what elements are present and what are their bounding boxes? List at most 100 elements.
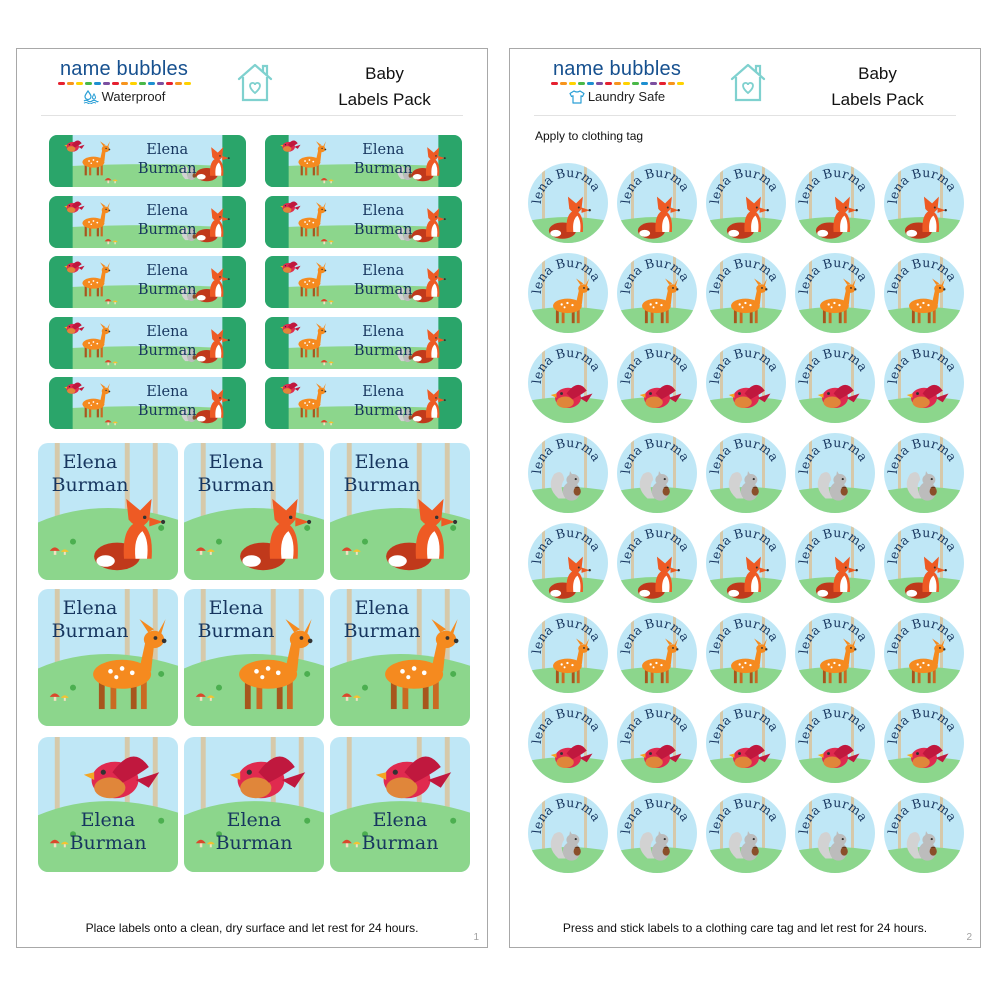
bird-art [184, 737, 324, 872]
rectangle-name-label: Elena Burman [49, 256, 246, 308]
fawn-art: Elena Burman [706, 253, 786, 333]
bird-art: Elena Burman [617, 703, 697, 783]
shirt-icon [569, 89, 585, 104]
label-name: Elena Burman [124, 323, 211, 361]
squirrel-art: Elena Burman [795, 433, 875, 513]
rectangle-name-label: Elena Burman [265, 377, 462, 429]
brand-subtitle: Laundry Safe [542, 89, 692, 104]
subtitle-text: Laundry Safe [587, 89, 666, 104]
round-name-label-squirrel: Elena Burman [706, 793, 786, 873]
brand-dot [658, 82, 666, 85]
brand-dot [93, 82, 101, 85]
clothing-tag-instruction: Apply to clothing tag [535, 129, 644, 143]
label-name: Elena Burman [340, 141, 427, 179]
label-last-name: Burman [51, 620, 129, 642]
round-name-label-fawn: Elena Burman [706, 253, 786, 333]
label-first-name: Elena [362, 323, 405, 340]
label-first-name: Elena [226, 809, 282, 831]
label-name: Elena Burman [44, 451, 136, 497]
sheet-waterproof: name bubbles Waterproof Baby Labels Pack [16, 48, 488, 948]
label-first-name: Elena [354, 597, 410, 619]
label-name: Elena Burman [124, 141, 211, 179]
round-name-label-bird: Elena Burman [884, 343, 964, 423]
round-name-label-fox: Elena Burman [528, 523, 608, 603]
fawn-art [184, 589, 324, 726]
brand-dot [183, 82, 191, 85]
page-number: 2 [966, 932, 972, 943]
label-last-name: Burman [137, 221, 197, 238]
squirrel-art: Elena Burman [617, 433, 697, 513]
brand-dot [604, 82, 612, 85]
round-name-label-fawn: Elena Burman [884, 253, 964, 333]
label-name: Elena Burman [124, 262, 211, 300]
round-name-label-squirrel: Elena Burman [528, 793, 608, 873]
fawn-art: Elena Burman [884, 613, 964, 693]
label-last-name: Burman [197, 474, 275, 496]
rectangle-name-label: Elena Burman [49, 195, 246, 248]
woodland-art [265, 316, 462, 369]
bird-art: Elena Burman [528, 703, 608, 783]
squirrel-art: Elena Burman [617, 793, 697, 873]
brand-dot [165, 82, 173, 85]
large-name-label-fawn: Elena Burman [184, 589, 324, 726]
round-name-label-squirrel: Elena Burman [884, 433, 964, 513]
label-name: Elena Burman [38, 809, 178, 855]
fox-art: Elena Burman [528, 163, 608, 243]
subtitle-text: Waterproof [101, 89, 166, 104]
large-name-label-fawn: Elena Burman [330, 589, 470, 726]
brand-dot [147, 82, 155, 85]
round-name-label-fawn: Elena Burman [528, 613, 608, 693]
fox-art: Elena Burman [795, 523, 875, 603]
pack-title-line2: Labels Pack [338, 90, 431, 109]
sheet-laundry-safe: name bubbles Laundry Safe Baby Labels Pa… [509, 48, 981, 948]
round-name-label-fawn: Elena Burman [528, 253, 608, 333]
brand-dot [640, 82, 648, 85]
rectangle-name-label: Elena Burman [265, 135, 462, 187]
squirrel-art: Elena Burman [884, 793, 964, 873]
round-name-label-bird: Elena Burman [706, 343, 786, 423]
round-name-label-bird: Elena Burman [528, 343, 608, 423]
label-first-name: Elena [362, 142, 405, 158]
fawn-art: Elena Burman [617, 613, 697, 693]
brand-dot [174, 82, 182, 85]
fawn-art: Elena Burman [706, 613, 786, 693]
pack-title: Baby Labels Pack [815, 61, 940, 113]
label-first-name: Elena [208, 597, 264, 619]
rectangle-name-label: Elena Burman [49, 377, 246, 429]
label-last-name: Burman [353, 221, 413, 238]
label-first-name: Elena [354, 451, 410, 473]
woodland-art [49, 195, 246, 248]
round-name-label-fox: Elena Burman [528, 163, 608, 243]
round-name-label-fox: Elena Burman [617, 523, 697, 603]
squirrel-art: Elena Burman [528, 793, 608, 873]
header-divider [41, 115, 463, 116]
brand-dot [631, 82, 639, 85]
round-name-label-fox: Elena Burman [706, 163, 786, 243]
round-name-label-squirrel: Elena Burman [795, 433, 875, 513]
round-name-label-fawn: Elena Burman [795, 613, 875, 693]
squirrel-art: Elena Burman [528, 433, 608, 513]
label-first-name: Elena [80, 809, 136, 831]
label-first-name: Elena [146, 263, 189, 279]
large-name-label-fox: Elena Burman [38, 443, 178, 580]
label-first-name: Elena [146, 384, 189, 400]
woodland-art [49, 377, 246, 429]
house-heart-icon [235, 61, 275, 108]
round-name-label-fox: Elena Burman [795, 523, 875, 603]
brand-dot [120, 82, 128, 85]
sheet-instructions: Press and stick labels to a clothing car… [562, 921, 928, 935]
fawn-art [330, 589, 470, 726]
label-name: Elena Burman [184, 809, 324, 855]
round-name-label-squirrel: Elena Burman [884, 793, 964, 873]
bird-art [330, 737, 470, 872]
brand-subtitle: Waterproof [49, 89, 199, 104]
label-name: Elena Burman [340, 383, 427, 421]
fawn-art: Elena Burman [528, 613, 608, 693]
round-name-label-bird: Elena Burman [884, 703, 964, 783]
brand-dot [138, 82, 146, 85]
brand-block: name bubbles Laundry Safe [542, 57, 692, 104]
fawn-art: Elena Burman [884, 253, 964, 333]
woodland-art [265, 195, 462, 248]
round-name-label-fawn: Elena Burman [617, 253, 697, 333]
header-divider [534, 115, 956, 116]
